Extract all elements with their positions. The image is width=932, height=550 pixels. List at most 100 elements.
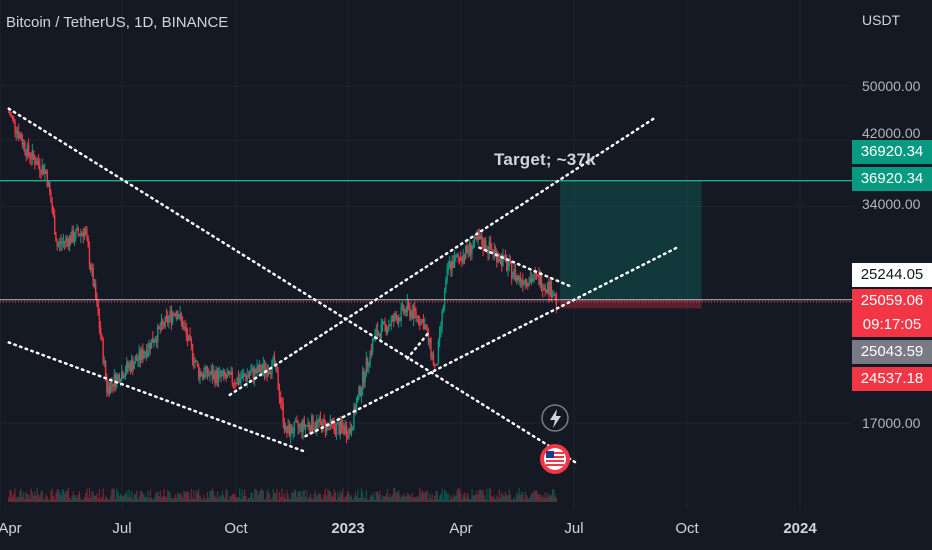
volume-bar bbox=[81, 499, 83, 502]
volume-bar bbox=[514, 499, 516, 502]
candle-body bbox=[243, 374, 246, 377]
volume-bar bbox=[296, 497, 298, 502]
candle-body bbox=[143, 354, 145, 359]
volume-bar bbox=[30, 488, 32, 502]
candle-body bbox=[513, 269, 515, 276]
volume-bar bbox=[105, 496, 107, 502]
volume-bar bbox=[386, 489, 389, 502]
horizontal-lines[interactable] bbox=[0, 180, 852, 303]
volume-bar bbox=[134, 494, 137, 502]
candle-body bbox=[108, 385, 111, 394]
volume-bar bbox=[298, 492, 300, 502]
trendline[interactable] bbox=[406, 330, 431, 360]
candle-body bbox=[224, 370, 226, 376]
candle-body bbox=[508, 260, 510, 267]
target-line-price-label[interactable]: 36920.34 bbox=[852, 167, 932, 191]
volume-bar bbox=[512, 499, 514, 502]
volume-bar bbox=[222, 494, 225, 502]
position-loss-zone[interactable] bbox=[560, 299, 702, 309]
volume-bar bbox=[93, 495, 96, 502]
time-tick: Jul bbox=[564, 520, 584, 537]
candle-body bbox=[520, 280, 523, 282]
volume-bar bbox=[261, 488, 263, 502]
candle-body bbox=[549, 281, 551, 295]
trendline-drawings[interactable] bbox=[7, 107, 679, 464]
volume-bar bbox=[37, 494, 40, 502]
stop-price-label[interactable]: 24537.18 bbox=[852, 367, 932, 391]
volume-bar bbox=[430, 498, 432, 502]
volume-bar bbox=[502, 494, 504, 502]
trendline[interactable] bbox=[228, 117, 655, 397]
candle-body bbox=[329, 419, 332, 427]
entry-price-label[interactable]: 25244.05 bbox=[852, 263, 932, 287]
candlestick-series bbox=[8, 107, 558, 444]
grid-lines bbox=[0, 0, 852, 510]
trendline[interactable] bbox=[7, 341, 307, 454]
volume-bar bbox=[59, 491, 61, 502]
candle-body bbox=[37, 160, 40, 165]
candle-body bbox=[463, 254, 466, 258]
volume-bar bbox=[28, 494, 30, 502]
volume-bar bbox=[96, 493, 98, 502]
candle-body bbox=[257, 365, 260, 372]
volume-bar bbox=[133, 494, 135, 502]
last-price-label[interactable]: 25059.06 bbox=[852, 289, 932, 313]
candle-body bbox=[26, 144, 29, 157]
event-markers[interactable] bbox=[540, 404, 570, 474]
position-profit-zone[interactable] bbox=[560, 180, 702, 300]
volume-bar bbox=[276, 488, 278, 502]
candle-body bbox=[433, 364, 436, 366]
trendline[interactable] bbox=[478, 246, 573, 288]
candle-body bbox=[311, 415, 313, 432]
candle-body bbox=[241, 374, 243, 379]
target-price-label[interactable]: 36920.34 bbox=[852, 140, 932, 164]
volume-bar bbox=[242, 495, 245, 502]
target-annotation[interactable]: Target; ~37k bbox=[494, 150, 596, 169]
long-position-tool[interactable] bbox=[560, 180, 702, 309]
volume-bar bbox=[88, 488, 91, 502]
candle-body bbox=[514, 269, 517, 281]
volume-bar bbox=[106, 497, 108, 502]
volume-bar bbox=[398, 490, 400, 502]
volume-bar bbox=[472, 495, 474, 502]
candle-body bbox=[343, 428, 345, 435]
volume-bar bbox=[127, 496, 129, 502]
trendline[interactable] bbox=[304, 246, 679, 438]
volume-bar bbox=[124, 493, 127, 502]
candle-body bbox=[217, 372, 220, 382]
candle-body bbox=[448, 261, 451, 267]
candle-body bbox=[88, 246, 91, 265]
candle-body bbox=[121, 371, 123, 381]
candle-body bbox=[10, 115, 12, 117]
candle-body bbox=[184, 326, 186, 329]
candle-body bbox=[204, 371, 206, 378]
candle-body bbox=[503, 255, 505, 257]
candle-body bbox=[15, 129, 17, 134]
volume-bar bbox=[555, 498, 557, 502]
volume-bar bbox=[198, 489, 200, 502]
lightning-icon[interactable] bbox=[541, 404, 569, 432]
candle-body bbox=[537, 274, 539, 276]
volume-bar bbox=[100, 498, 102, 502]
volume-bar bbox=[414, 496, 416, 502]
volume-bar bbox=[208, 497, 210, 502]
volume-bar bbox=[450, 495, 452, 502]
candle-body bbox=[287, 425, 289, 434]
volume-bar bbox=[169, 492, 171, 502]
candle-body bbox=[198, 365, 200, 379]
volume-bar bbox=[297, 491, 299, 502]
volume-bar bbox=[547, 492, 549, 502]
candle-body bbox=[551, 295, 554, 298]
candle-body bbox=[379, 333, 381, 339]
candle-body bbox=[190, 338, 192, 346]
volume-bar bbox=[54, 499, 56, 502]
us-flag-icon[interactable] bbox=[540, 444, 570, 474]
candle-body bbox=[460, 257, 462, 261]
candle-body bbox=[420, 319, 422, 325]
candle-body bbox=[378, 333, 380, 336]
volume-bar bbox=[301, 496, 303, 502]
candle-body bbox=[288, 425, 291, 437]
chart-title: Bitcoin / TetherUS, 1D, BINANCE bbox=[6, 14, 229, 31]
candle-body bbox=[236, 377, 238, 385]
